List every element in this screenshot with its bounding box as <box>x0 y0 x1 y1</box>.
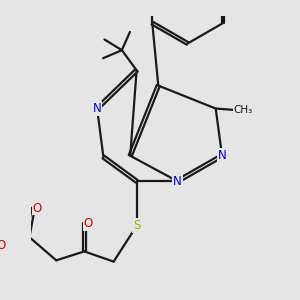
Text: N: N <box>173 175 182 188</box>
Text: N: N <box>218 149 226 162</box>
Text: S: S <box>133 219 140 232</box>
Text: O: O <box>84 217 93 230</box>
Text: CH₃: CH₃ <box>234 105 253 115</box>
Text: O: O <box>33 202 42 214</box>
Text: N: N <box>93 102 101 115</box>
Text: O: O <box>0 238 6 251</box>
